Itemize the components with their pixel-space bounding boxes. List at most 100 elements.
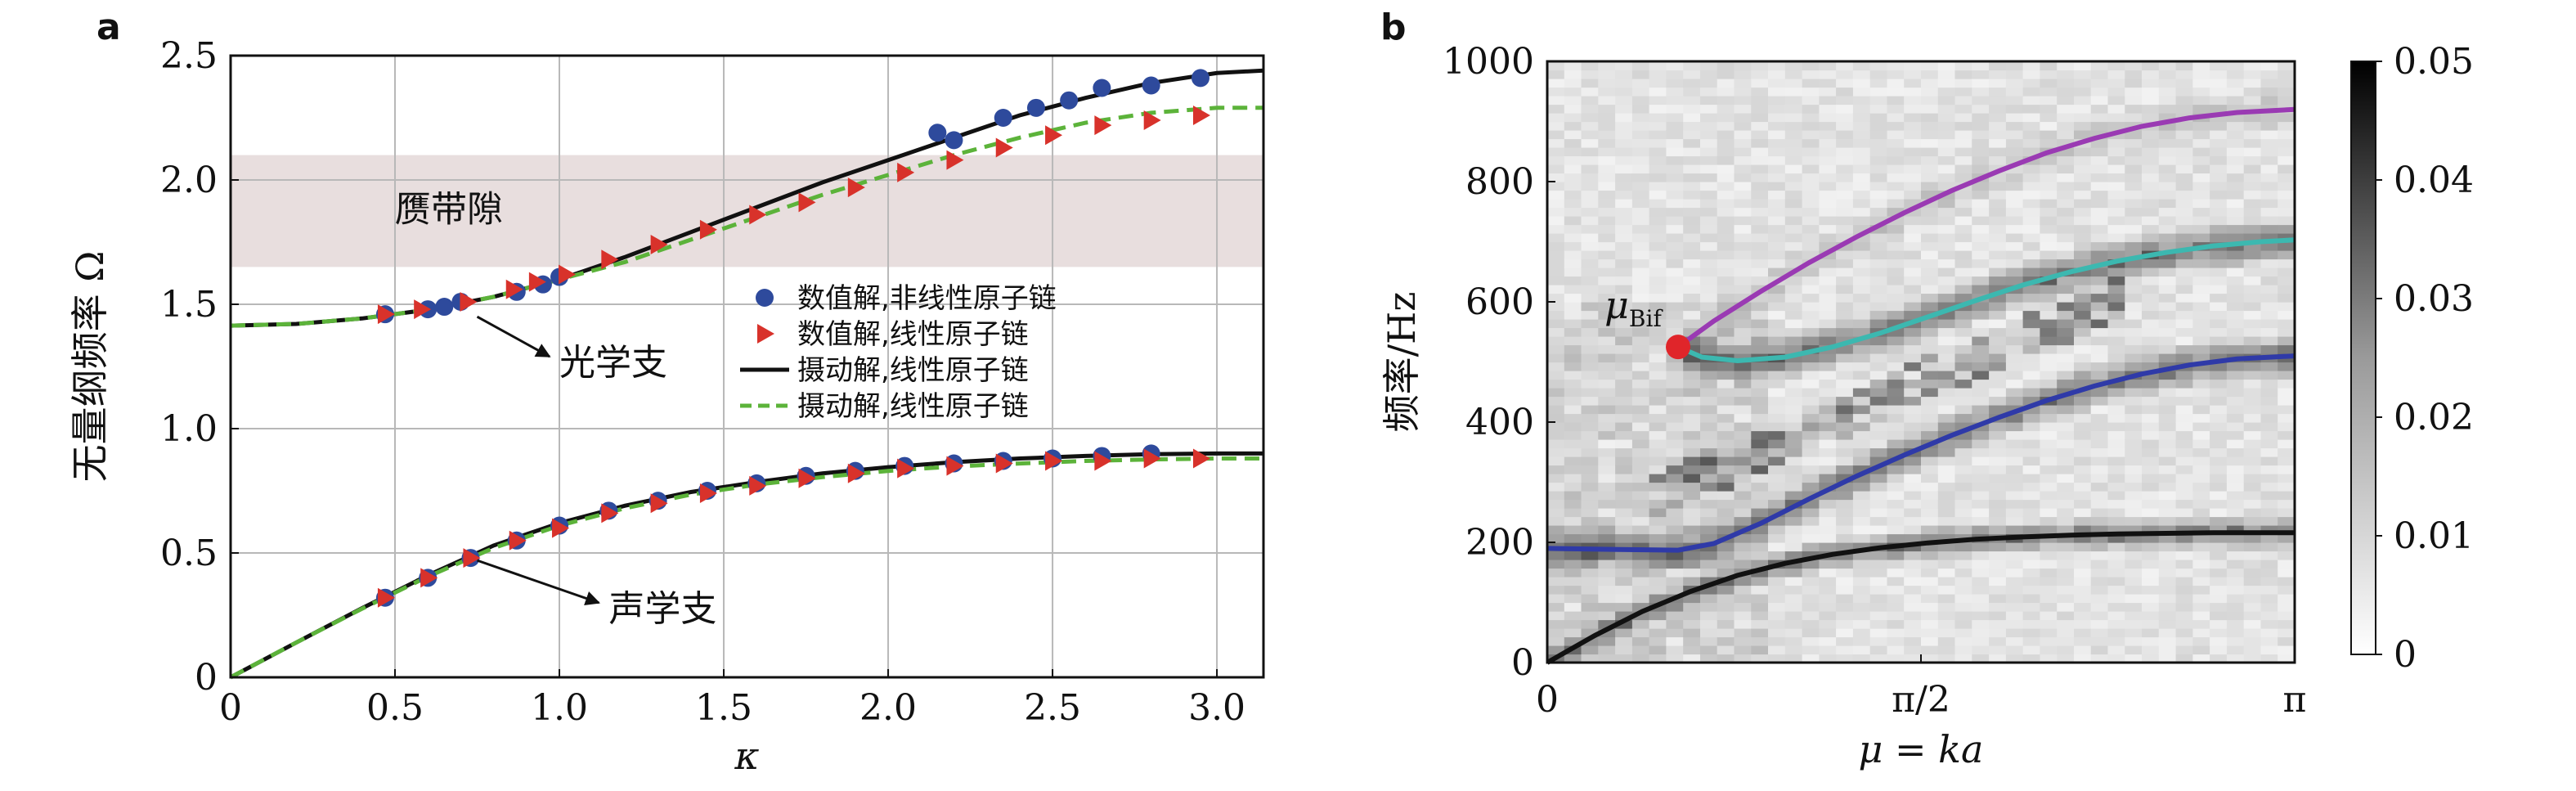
heatmap-cell [2278,628,2296,638]
heatmap-cell [2243,173,2262,182]
heatmap-cell [2040,413,2058,423]
heatmap-cell [2057,645,2075,655]
heatmap-cell [1819,636,1837,646]
heatmap-cell [1954,628,1972,638]
heatmap-cell [1683,70,1701,79]
heatmap-cell [2192,182,2210,191]
heatmap-cell [1598,542,1616,552]
heatmap-cell [2074,182,2092,191]
heatmap-cell [1768,396,1786,406]
heatmap-cell [2125,258,2143,268]
linear-numeric-point [897,458,915,479]
heatmap-cell [2243,258,2262,268]
heatmap-cell [1751,327,1769,337]
heatmap-cell [1631,619,1650,629]
heatmap-cell [1649,199,1667,209]
heatmap-cell [1666,113,1684,123]
heatmap-cell [1784,456,1803,466]
heatmap-cell [1954,241,1972,251]
heatmap-cell [1921,276,1939,285]
heatmap-cell [2022,164,2040,174]
heatmap-cell [2057,113,2075,123]
heatmap-cell [1852,216,1871,226]
heatmap-cell [1784,353,1803,363]
heatmap-cell [2278,310,2296,320]
heatmap-cell [2090,250,2109,260]
heatmap-cell [1581,508,1599,518]
heatmap-cell [1836,327,1854,337]
heatmap-cell [2210,164,2228,174]
heatmap-cell [2125,207,2143,217]
heatmap-cell [1631,104,1650,114]
heatmap-cell [2057,619,2075,629]
heatmap-cell [1751,611,1769,621]
heatmap-cell [2022,336,2040,346]
heatmap-cell [2278,327,2296,337]
heatmap-cell [1751,491,1769,501]
heatmap-cell [1784,516,1803,526]
heatmap-cell [2175,224,2193,234]
heatmap-cell [1802,224,1820,234]
heatmap-cell [2107,276,2125,285]
heatmap-cell [1887,594,1905,604]
heatmap-cell [2226,173,2245,182]
heatmap-cell [1700,636,1718,646]
heatmap-cell [1784,508,1803,518]
heatmap-cell [2260,396,2278,406]
heatmap-cell [2142,430,2160,440]
heatmap-cell [2074,130,2092,140]
heatmap-cell [1700,61,1718,71]
heatmap-cell [2260,61,2278,71]
heatmap-cell [2040,585,2058,595]
heatmap-cell [2142,173,2160,182]
heatmap-cell [2005,250,2024,260]
heatmap-cell [1547,465,1565,474]
heatmap-cell [2260,491,2278,501]
heatmap-cell [1937,121,1956,131]
heatmap-cell [1734,250,1752,260]
branch-curve-blue [1546,353,2296,553]
heatmap-cell [1734,61,1752,71]
heatmap-cell [1717,147,1735,157]
heatmap-cell [2192,250,2210,260]
heatmap-cell [2090,319,2109,329]
heatmap-cell [2158,594,2177,604]
heatmap-cell [1598,319,1616,329]
heatmap-cell [1734,302,1752,312]
heatmap-cell [1954,388,1972,398]
heatmap-cell [1717,113,1735,123]
heatmap-cell [1768,447,1786,457]
heatmap-cell [2107,173,2125,182]
heatmap-cell [1700,79,1718,88]
heatmap-cell [2005,96,2024,106]
heatmap-cell [2022,465,2040,474]
heatmap-cell [1768,362,1786,371]
heatmap-cell [1581,327,1599,337]
heatmap-cell [2175,465,2193,474]
heatmap-cell [1615,327,1633,337]
heatmap-cell [1937,276,1956,285]
heatmap-cell [1784,611,1803,621]
heatmap-cell [1547,516,1565,526]
heatmap-cell [1802,594,1820,604]
heatmap-cell [2022,560,2040,569]
heatmap-cell [1649,336,1667,346]
x-tick-label: 0 [219,687,242,729]
heatmap-cell [2074,147,2092,157]
heatmap-cell [1921,362,1939,371]
heatmap-cell [1631,216,1650,226]
heatmap-cell [1887,121,1905,131]
heatmap-cell [2243,224,2262,234]
heatmap-cell [1700,405,1718,415]
heatmap-cell [1972,456,1990,466]
colorbar-tick-label: 0 [2394,634,2417,676]
heatmap-cell [1598,241,1616,251]
heatmap-cell [1989,138,2007,148]
heatmap-cell [1784,619,1803,629]
heatmap-cell [1598,310,1616,320]
heatmap-cell [2192,344,2210,354]
heatmap-cell [2278,413,2296,423]
heatmap-cell [1700,285,1718,294]
heatmap-cell [1972,344,1990,354]
heatmap-cell [2005,636,2024,646]
